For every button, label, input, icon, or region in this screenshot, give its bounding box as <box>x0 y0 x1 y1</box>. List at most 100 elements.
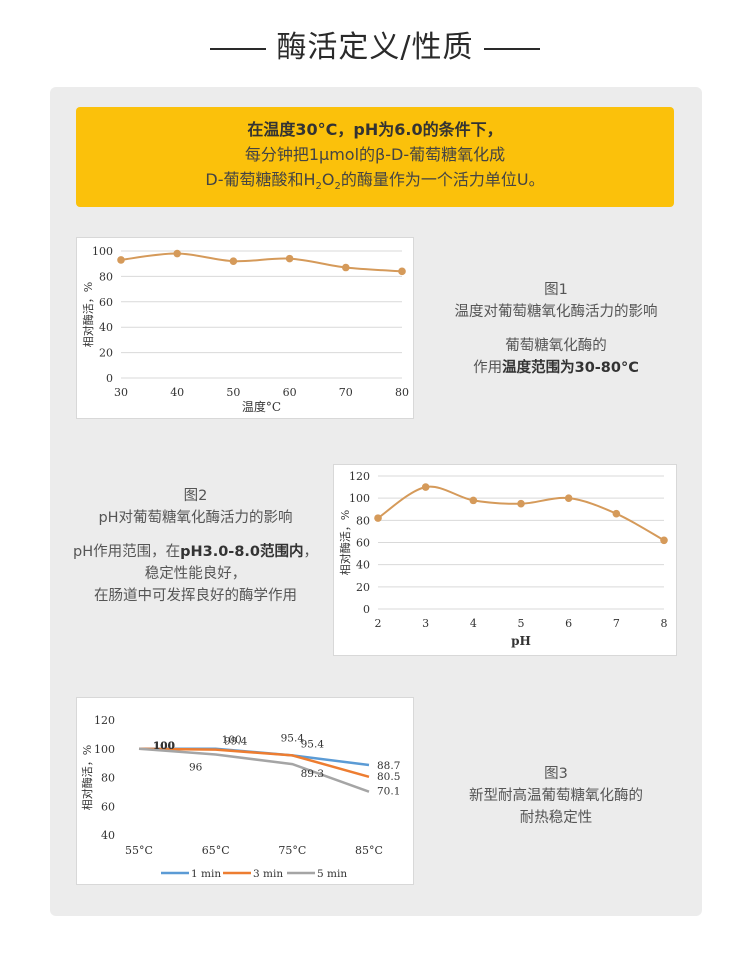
data-label: 95.4 <box>281 732 305 744</box>
y-tick-label: 80 <box>99 270 113 283</box>
content-panel: 在温度30°C，pH为6.0的条件下， 每分钟把1μmol的β-D-葡萄糖氧化成… <box>50 87 702 916</box>
definition-notice: 在温度30°C，pH为6.0的条件下， 每分钟把1μmol的β-D-葡萄糖氧化成… <box>76 107 674 207</box>
fig3-line-2: 新型耐高温葡萄糖氧化酶的 <box>469 788 643 804</box>
data-label: 70.1 <box>377 786 400 798</box>
y-tick-label: 0 <box>363 603 370 616</box>
y-tick-label: 40 <box>101 829 115 842</box>
chart-card-ph: 0 20 40 60 80 100 120 2 3 4 5 6 7 8 pH 相对酶活，% <box>333 464 677 656</box>
x-tick-label: 50 <box>226 386 240 399</box>
fig2-desc-2: 稳定性能良好， <box>144 566 247 582</box>
caption-fig3: 图3 新型耐高温葡萄糖氧化酶的 耐热稳定性 <box>428 763 684 829</box>
y-tick-label: 40 <box>356 559 370 572</box>
series-line-3-min <box>138 747 370 778</box>
chart-temperature: 0 20 40 60 80 100 30 40 50 60 70 80 温度°C 相对酶活，% <box>81 245 409 414</box>
fig3-line-3: 耐热稳定性 <box>519 810 593 826</box>
title-left-dash <box>210 47 267 50</box>
y-axis-label: 相对酶活，% <box>338 510 352 575</box>
data-label: 89.3 <box>301 768 324 780</box>
chart-ph: 0 20 40 60 80 100 120 2 3 4 5 6 7 8 pH 相对酶活，% <box>338 470 668 648</box>
data-point <box>374 514 382 522</box>
legend-label: 3 min <box>253 868 283 880</box>
y-axis-label: 相对酶活，% <box>81 282 95 347</box>
series-line <box>377 485 665 542</box>
notice-line-2: 每分钟把1μmol的β-D-葡萄糖氧化成 <box>244 145 506 164</box>
data-point <box>342 263 350 272</box>
x-tick-label: 30 <box>114 386 128 399</box>
x-tick-label: 8 <box>661 617 668 630</box>
y-tick-label: 60 <box>99 296 113 309</box>
data-point <box>612 509 621 518</box>
x-axis-label: 温度°C <box>242 399 281 414</box>
y-tick-label: 100 <box>92 245 113 258</box>
data-label: 99.4 <box>224 736 248 748</box>
data-label: 88.7 <box>377 760 400 772</box>
y-tick-label: 40 <box>99 321 113 334</box>
data-point <box>117 256 125 264</box>
series-line <box>120 252 403 273</box>
data-point <box>173 249 181 258</box>
chart-thermostability: 40 60 80 100 120 55°C 65°C 75°C 85°C 100 95.4 88.7 1… <box>80 714 412 880</box>
data-label: 95.4 <box>301 738 325 750</box>
y-tick-label: 20 <box>99 347 113 360</box>
notice-line-1: 在温度30°C，pH为6.0的条件下， <box>247 120 503 139</box>
data-point <box>421 483 430 491</box>
y-tick-label: 60 <box>101 800 115 813</box>
data-label: 100 <box>153 740 175 752</box>
x-tick-label: 85°C <box>355 844 383 857</box>
caption-fig1: 图1 温度对葡萄糖氧化酶活力的影响 葡萄糖氧化酶的 作用温度范围为30-80°C <box>428 279 684 379</box>
x-tick-label: 5 <box>518 617 525 630</box>
x-tick-label: 6 <box>565 617 572 630</box>
y-tick-label: 120 <box>349 470 370 483</box>
data-label: 100 <box>153 740 175 752</box>
title-right-dash <box>483 47 540 50</box>
x-tick-label: 7 <box>613 617 620 630</box>
x-tick-label: 40 <box>170 386 184 399</box>
y-tick-label: 80 <box>356 514 370 527</box>
x-tick-label: 3 <box>422 617 429 630</box>
y-tick-label: 120 <box>94 714 115 727</box>
legend-label: 1 min <box>191 868 221 880</box>
fig2-title: 图2 <box>183 488 208 504</box>
x-tick-label: 75°C <box>278 844 306 857</box>
legend-label: 5 min <box>317 868 347 880</box>
data-point <box>517 499 525 508</box>
data-label: 80.5 <box>377 771 400 783</box>
data-point <box>285 254 294 263</box>
y-tick-label: 100 <box>94 743 115 756</box>
title-text: 酶活定义/性质 <box>276 30 474 65</box>
data-point <box>469 496 478 505</box>
caption-fig2: 图2 pH对葡萄糖氧化酶活力的影响 pH作用范围，在pH3.0-8.0范围内， … <box>58 485 333 607</box>
chart-card-temperature: 0 20 40 60 80 100 30 40 50 60 70 80 温度°C 相对酶活，% <box>76 237 414 419</box>
y-tick-label: 0 <box>106 372 113 385</box>
fig1-desc-1: 葡萄糖氧化酶的 <box>505 338 607 354</box>
fig2-desc-3: 在肠道中可发挥良好的酶学作用 <box>94 588 297 604</box>
page-title: 酶活定义/性质 <box>0 22 750 66</box>
y-axis-label: 相对酶活，% <box>80 745 94 810</box>
x-tick-label: 55°C <box>125 844 153 857</box>
fig3-title: 图3 <box>544 766 568 782</box>
x-tick-label: 80 <box>395 386 409 399</box>
fig1-title: 图1 <box>544 282 568 298</box>
x-axis-label: pH <box>511 634 531 648</box>
data-point <box>660 536 668 545</box>
y-tick-label: 20 <box>356 581 370 594</box>
y-tick-label: 80 <box>101 772 115 785</box>
data-label: 96 <box>189 762 203 774</box>
x-tick-label: 4 <box>470 617 477 630</box>
fig2-subtitle: pH对葡萄糖氧化酶活力的影响 <box>98 510 293 526</box>
fig1-subtitle: 温度对葡萄糖氧化酶活力的影响 <box>454 304 658 320</box>
series-line-5-min <box>138 747 370 793</box>
data-point <box>229 257 238 265</box>
y-tick-label: 60 <box>356 537 370 550</box>
notice-line-3: D-葡萄糖酸和H2O2的酶量作为一个活力单位U。 <box>205 170 545 193</box>
x-tick-label: 2 <box>375 617 382 630</box>
fig1-desc-2: 作用温度范围为30-80°C <box>473 360 639 376</box>
data-label: 100 <box>222 734 242 746</box>
fig2-desc-1: pH作用范围，在pH3.0-8.0范围内， <box>72 544 318 560</box>
data-point <box>564 494 573 502</box>
x-tick-label: 70 <box>339 386 353 399</box>
chart-card-thermostability: 40 60 80 100 120 55°C 65°C 75°C 85°C 100 95.4 88.7 1… <box>76 697 414 885</box>
x-tick-label: 60 <box>283 386 297 399</box>
x-tick-label: 65°C <box>202 844 230 857</box>
data-point <box>398 267 406 276</box>
